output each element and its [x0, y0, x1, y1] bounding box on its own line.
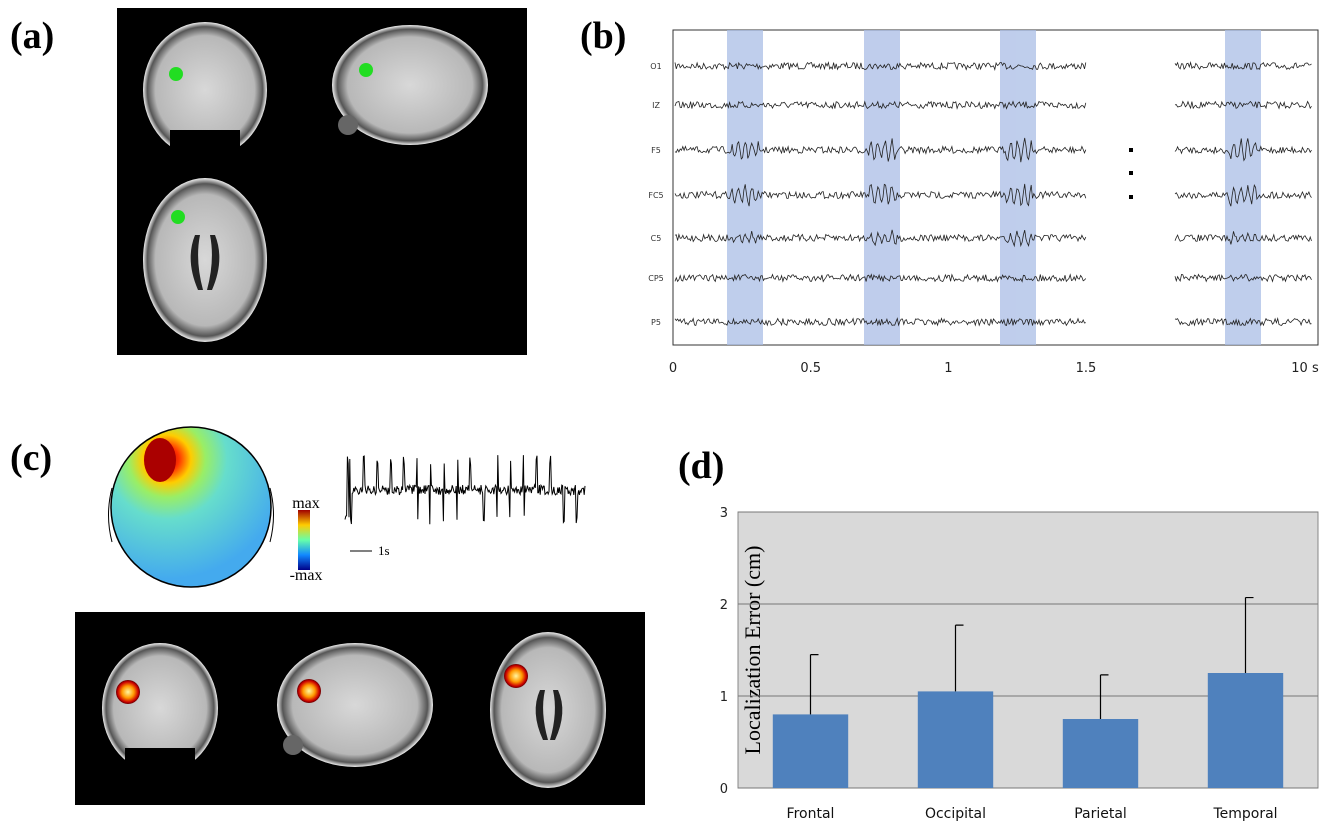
eeg-trace: [675, 102, 1312, 109]
x-tick-label: Frontal: [787, 806, 835, 822]
x-tick-label: Parietal: [1074, 806, 1127, 822]
bar: [773, 714, 848, 788]
channel-label: CP5: [648, 274, 664, 283]
topomap-panel: max -max 1s: [75, 427, 645, 805]
bar: [1063, 719, 1138, 788]
channel-label: FC5: [648, 191, 663, 200]
mri-panel-a: [117, 8, 527, 355]
panel-label: (d): [678, 445, 724, 487]
bar: [1208, 673, 1283, 788]
eeg-trace: [675, 138, 1312, 162]
eeg-trace: [675, 63, 1312, 70]
channel-label: P5: [651, 318, 661, 327]
x-tick-label: 1.5: [1076, 361, 1097, 376]
x-tick-label: Temporal: [1212, 806, 1277, 822]
x-tick-label: 1: [944, 361, 952, 376]
eeg-trace: [675, 230, 1312, 246]
eeg-trace: [675, 275, 1312, 282]
colorbar-max: max: [292, 495, 320, 512]
panel-label: (b): [580, 15, 626, 57]
y-tick-label: 2: [720, 598, 728, 613]
scale-bar-label: 1s: [378, 543, 390, 558]
x-tick-label: 0: [669, 361, 677, 376]
y-axis-label: Localization Error (cm): [740, 546, 765, 755]
y-tick-label: 3: [720, 506, 728, 521]
channel-label: O1: [650, 62, 661, 71]
colorbar-min: -max: [290, 567, 323, 584]
figure: (a) (b) (c) (d) O1 IZ F5 FC5 C5 CP5 P5 0 0.5 1 1.5…: [0, 0, 1342, 827]
panel-label: (c): [10, 437, 52, 479]
eeg-panel: O1 IZ F5 FC5 C5 CP5 P5 0 0.5 1 1.5 10 s: [648, 30, 1319, 376]
channel-label: F5: [651, 146, 661, 155]
bar-chart: Localization Error (cm) 0 1 2 3 Frontal Occip…: [720, 506, 1318, 822]
panel-label: (a): [10, 15, 54, 57]
bar: [918, 691, 993, 788]
channel-label: C5: [651, 234, 662, 243]
y-tick-label: 1: [720, 690, 728, 705]
eeg-trace: [675, 184, 1312, 206]
x-tick-label: 10 s: [1291, 361, 1319, 376]
x-tick-label: Occipital: [925, 806, 986, 822]
channel-label: IZ: [652, 101, 660, 110]
eeg-trace: [675, 319, 1312, 326]
x-tick-label: 0.5: [800, 361, 821, 376]
y-tick-label: 0: [720, 782, 728, 797]
